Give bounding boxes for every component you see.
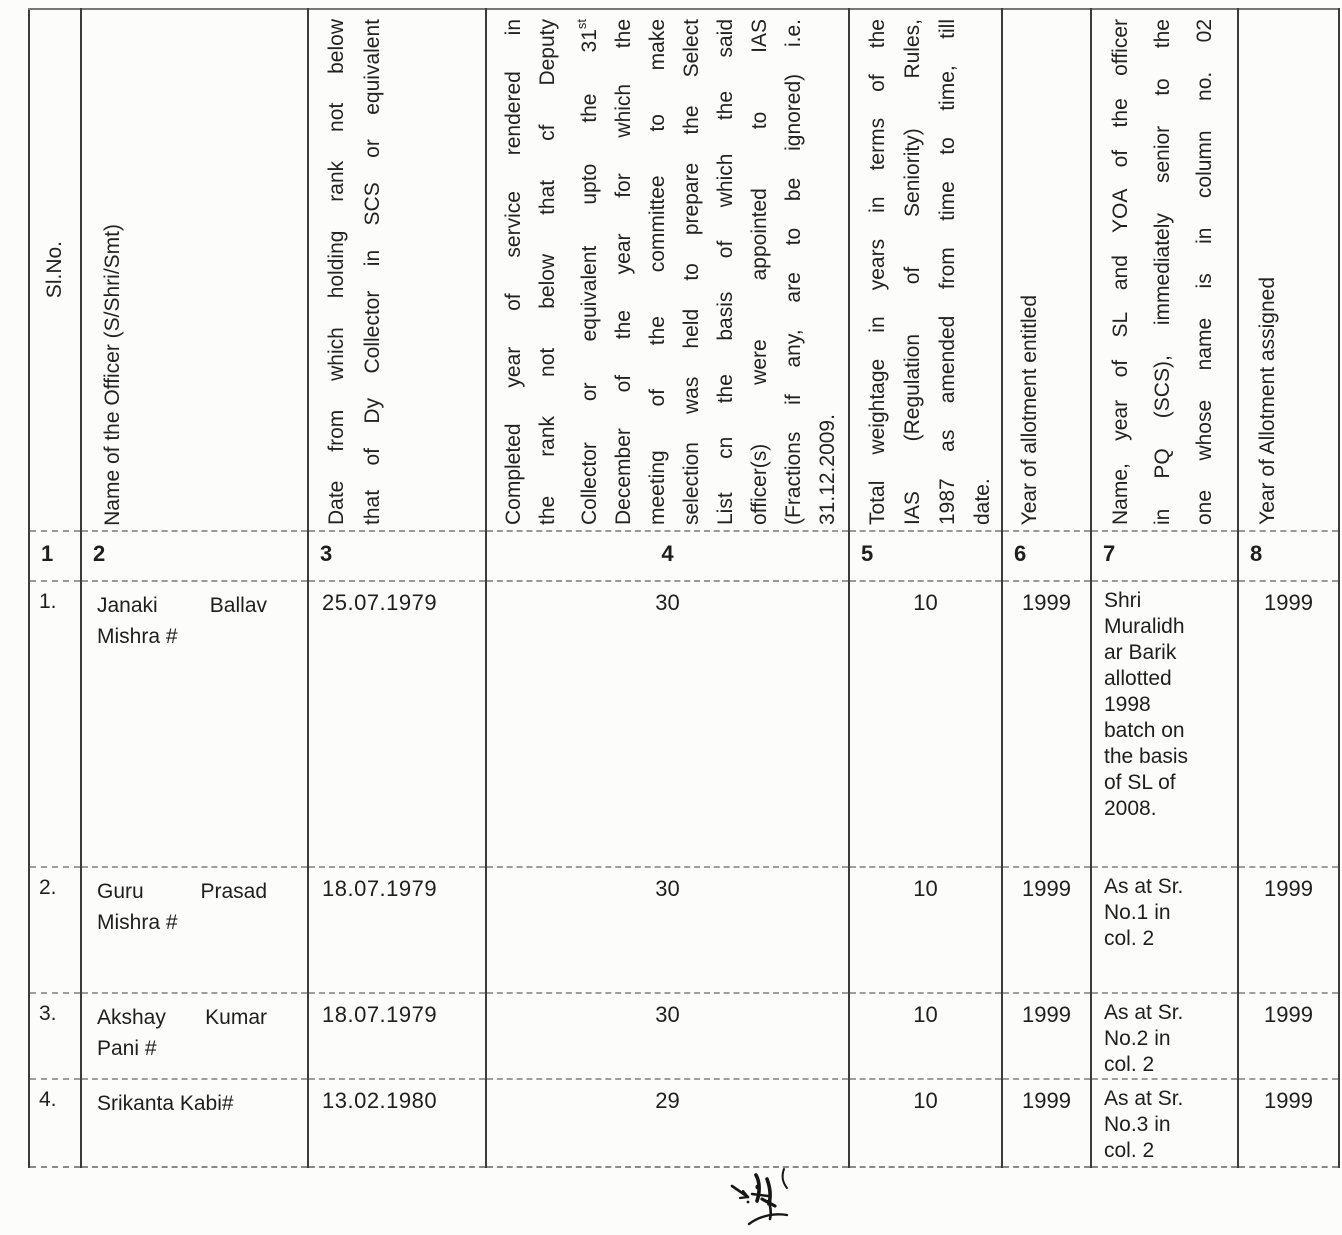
- cell-date: 18.07.1979: [307, 993, 487, 1080]
- header-year-assigned: Year of Allotment assigned: [1237, 8, 1340, 532]
- cell-senior-officer: As at Sr. No.2 in col. 2: [1090, 993, 1239, 1080]
- header-total-weightage-label: Total weightage in years in terms of the…: [866, 19, 994, 525]
- header-officer-name-label: Name of the Officer (S/Shri/Smt): [101, 224, 124, 526]
- cell-date: 13.02.1980: [307, 1079, 487, 1168]
- table-row: 4. Srikanta Kabi# 13.02.1980 29 10 1999 …: [28, 1079, 1340, 1168]
- cell-senior-officer: As at Sr. No.3 in col. 2: [1090, 1079, 1239, 1168]
- column-number-3: 3: [307, 530, 487, 582]
- cell-year-entitled: 1999: [1001, 867, 1092, 994]
- cell-slno: 4.: [28, 1079, 82, 1168]
- cell-officer-name: Akshay Kumar Pani #: [80, 993, 309, 1080]
- cell-completed-years: 30: [485, 993, 850, 1080]
- column-number-1: 1: [28, 530, 82, 582]
- cell-completed-years: 30: [485, 867, 850, 994]
- cell-date: 18.07.1979: [307, 867, 487, 994]
- cell-officer-name: Guru Prasad Mishra #: [80, 867, 309, 994]
- header-total-weightage: Total weightage in years in terms of the…: [848, 8, 1003, 532]
- header-senior-officer: Name, year of SL and YOA of the officer …: [1090, 8, 1239, 532]
- table-row: 2. Guru Prasad Mishra # 18.07.1979 30 10…: [28, 867, 1340, 994]
- header-slno: Sl.No.: [28, 8, 82, 532]
- table-header-row: Sl.No. Name of the Officer (S/Shri/Smt) …: [28, 8, 1340, 532]
- cell-date: 25.07.1979: [307, 581, 487, 868]
- cell-year-entitled: 1999: [1001, 1079, 1092, 1168]
- header-completed-years-text-2: December of the year for which the meeti…: [612, 19, 839, 525]
- header-completed-years-text-1: Completed year of service rendered in th…: [502, 19, 601, 525]
- cell-year-assigned: 1999: [1237, 993, 1340, 1080]
- cell-year-entitled: 1999: [1001, 993, 1092, 1080]
- header-completed-years: Completed year of service rendered in th…: [485, 8, 850, 532]
- header-year-entitled-label: Year of allotment entitled: [1018, 294, 1041, 525]
- header-officer-name: Name of the Officer (S/Shri/Smt): [80, 8, 309, 532]
- cell-senior-officer: As at Sr. No.1 in col. 2: [1090, 867, 1239, 994]
- header-completed-years-label: Completed year of service rendered in th…: [497, 19, 845, 525]
- column-number-5: 5: [848, 530, 1003, 582]
- cell-weightage: 10: [848, 581, 1003, 868]
- column-number-4: 4: [485, 530, 850, 582]
- cell-year-assigned: 1999: [1237, 867, 1340, 994]
- cell-slno: 3.: [28, 993, 82, 1080]
- header-senior-officer-label: Name, year of SL and YOA of the officer …: [1109, 19, 1216, 525]
- cell-year-assigned: 1999: [1237, 581, 1340, 868]
- header-date-of-rank: Date from which holding rank not below t…: [307, 8, 487, 532]
- header-year-entitled: Year of allotment entitled: [1001, 8, 1092, 532]
- column-number-6: 6: [1001, 530, 1092, 582]
- header-slno-label: Sl.No.: [43, 241, 66, 299]
- table-row: 3. Akshay Kumar Pani # 18.07.1979 30 10 …: [28, 993, 1340, 1080]
- cell-weightage: 10: [848, 1079, 1003, 1168]
- column-number-2: 2: [80, 530, 309, 582]
- seniority-table: Sl.No. Name of the Officer (S/Shri/Smt) …: [28, 8, 1340, 1168]
- cell-year-entitled: 1999: [1001, 581, 1092, 868]
- cell-year-assigned: 1999: [1237, 1079, 1340, 1168]
- cell-completed-years: 29: [485, 1079, 850, 1168]
- cell-senior-officer: Shri Muralidh ar Barik allotted 1998 bat…: [1090, 581, 1239, 868]
- column-number-7: 7: [1090, 530, 1239, 582]
- header-year-assigned-label: Year of Allotment assigned: [1256, 277, 1279, 525]
- header-date-of-rank-label: Date from which holding rank not below t…: [325, 19, 384, 525]
- cell-completed-years: 30: [485, 581, 850, 868]
- handwritten-initials-mark: [730, 1168, 789, 1226]
- cell-slno: 2.: [28, 867, 82, 994]
- superscript-st: st: [574, 19, 589, 30]
- cell-weightage: 10: [848, 993, 1003, 1080]
- column-number-8: 8: [1237, 530, 1340, 582]
- cell-officer-name: Srikanta Kabi#: [80, 1079, 309, 1168]
- cell-slno: 1.: [28, 581, 82, 868]
- column-number-row: 1 2 3 4 5 6 7 8: [28, 530, 1340, 582]
- cell-officer-name: Janaki Ballav Mishra #: [80, 581, 309, 868]
- table-row: 1. Janaki Ballav Mishra # 25.07.1979 30 …: [28, 581, 1340, 868]
- cell-weightage: 10: [848, 867, 1003, 994]
